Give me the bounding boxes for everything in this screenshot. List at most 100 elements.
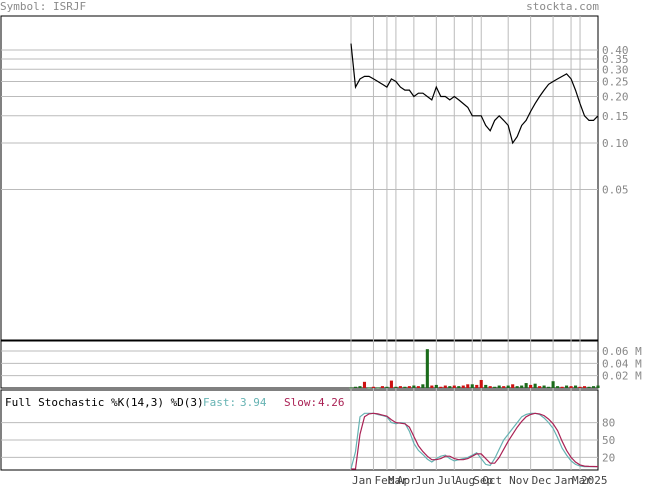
stochastic-tick-label: 20 (602, 451, 615, 464)
volume-bar (371, 386, 375, 388)
price-tick-label: 0.25 (602, 76, 629, 89)
volume-bar (578, 386, 582, 388)
volume-bar (538, 386, 542, 388)
month-tick-label: Jun (415, 474, 435, 486)
volume-bar (524, 383, 528, 388)
fast-label: Fast: (203, 396, 236, 409)
volume-bar (529, 384, 533, 388)
volume-bar (461, 385, 465, 388)
volume-bar (587, 386, 591, 388)
month-tick-label: Jan (352, 474, 372, 486)
volume-bar (511, 384, 515, 388)
volume-bar (439, 386, 443, 388)
month-tick-label: Jul (437, 474, 457, 486)
volume-bar (376, 387, 380, 389)
month-tick-label: Dec (532, 474, 552, 486)
stochastic-panel (0, 389, 599, 471)
volume-bar (380, 386, 384, 388)
volume-bar (358, 386, 362, 388)
volume-bar (560, 386, 564, 388)
volume-bar (398, 386, 402, 388)
symbol-label: Symbol: ISRJF (0, 0, 87, 13)
volume-bar (475, 384, 479, 388)
volume-bar (452, 385, 456, 388)
price-tick-label: 0.05 (602, 184, 629, 197)
price-tick-label: 0.20 (602, 91, 629, 104)
month-tick-label: Oct (482, 474, 502, 486)
month-tick-label: Sep (473, 474, 493, 486)
volume-bar (547, 386, 551, 388)
volume-tick-label: 0.04 M (602, 357, 642, 370)
price-tick-label: 0.30 (602, 63, 629, 76)
volume-bar (457, 386, 461, 388)
volume-tick-label: 0.06 M (602, 345, 642, 358)
volume-bar (367, 387, 371, 389)
price-tick-label: 0.40 (602, 44, 629, 57)
price-line-layer (350, 43, 599, 145)
site-label: stockta.com (526, 0, 599, 13)
stochastic-tick-label: 50 (602, 434, 615, 447)
volume-bar (443, 385, 447, 388)
price-tick-label: 0.15 (602, 110, 629, 123)
volume-tick-label: 0.02 M (602, 370, 642, 383)
stochastic-fast-line (350, 412, 598, 470)
stochastic-lines-layer (350, 412, 599, 470)
volume-bar (403, 386, 407, 388)
volume-bar (430, 385, 434, 388)
volume-bar (448, 386, 452, 388)
volume-bar (416, 386, 420, 388)
volume-bar (591, 386, 596, 388)
month-tick-label: Nov (509, 474, 529, 486)
month-tick-label: Mar (572, 474, 592, 486)
volume-bar (497, 385, 501, 388)
volume-bar (394, 386, 398, 388)
volume-bar (520, 385, 524, 388)
volume-bar (353, 386, 358, 388)
price-tick-label: 0.10 (602, 137, 629, 150)
slow-value: 4.26 (318, 396, 345, 409)
price-series-line (350, 43, 599, 145)
volume-bar (412, 385, 416, 388)
volume-panel (0, 340, 599, 389)
volume-bar (506, 385, 510, 388)
volume-bar (349, 387, 353, 389)
volume-bar (515, 386, 519, 388)
volume-bar (362, 381, 367, 388)
volume-bar (470, 384, 474, 388)
volume-bar (407, 386, 411, 388)
volume-bar (389, 380, 393, 388)
volume-bar (582, 386, 587, 388)
volume-bar (569, 386, 573, 388)
price-tick-label: 0.35 (602, 53, 629, 66)
month-tick-label: Apr (397, 474, 417, 486)
volume-bar (493, 386, 497, 388)
volume-bar (574, 385, 578, 388)
volume-bar (385, 386, 389, 388)
volume-bar (434, 384, 438, 388)
volume-bars-layer (349, 349, 600, 389)
volume-bar (484, 384, 488, 388)
month-tick-label: 2025 (581, 474, 608, 486)
grid-lines (1, 16, 598, 470)
volume-bar (556, 386, 560, 388)
volume-bar (596, 385, 600, 388)
volume-bar (551, 381, 555, 388)
volume-bar (542, 385, 546, 388)
slow-label: Slow: (284, 396, 317, 409)
stochastic-slow-line (351, 412, 599, 470)
volume-bar (565, 385, 569, 388)
fast-value: 3.94 (240, 396, 267, 409)
volume-bar (466, 384, 470, 388)
volume-bar (421, 384, 425, 388)
volume-bar (533, 383, 537, 388)
month-tick-label: Aug (455, 474, 475, 486)
month-tick-label: Feb (374, 474, 394, 486)
volume-bar (425, 349, 429, 388)
price-panel (0, 15, 599, 341)
month-tick-label: Jan (554, 474, 574, 486)
volume-bar (502, 386, 506, 388)
volume-bar (479, 379, 483, 388)
month-tick-label: Mar (388, 474, 408, 486)
